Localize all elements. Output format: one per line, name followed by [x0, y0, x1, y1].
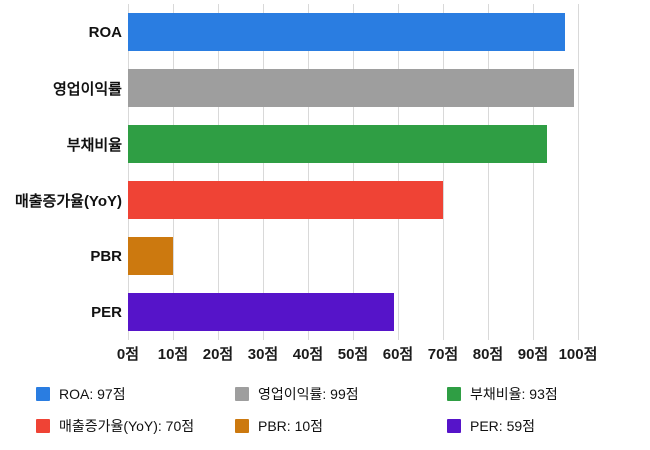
legend-label: 영업이익률: 99점: [258, 386, 359, 402]
category-label: ROA: [88, 23, 122, 41]
legend-item: PER: 59점: [447, 416, 558, 436]
bar: [128, 181, 443, 219]
bar-track: [128, 293, 578, 331]
bar-track: [128, 125, 578, 163]
x-tick-label: 80점: [472, 346, 504, 363]
bar-track: [128, 237, 578, 275]
x-tick-label: 30점: [247, 346, 279, 363]
legend-label: 매출증가율(YoY): 70점: [59, 418, 195, 434]
category-label: 영업이익률: [52, 80, 122, 98]
bar-row: 매출증가율(YoY): [0, 172, 578, 228]
legend-item: 부채비율: 93점: [447, 384, 558, 404]
category-label: 부채비율: [66, 136, 122, 154]
x-tick-label: 90점: [517, 346, 549, 363]
category-label: 매출증가율(YoY): [14, 192, 122, 210]
legend-item: 영업이익률: 99점: [235, 384, 447, 404]
x-tick-label: 60점: [382, 346, 414, 363]
x-tick-label: 40점: [292, 346, 324, 363]
bar-row: PBR: [0, 228, 578, 284]
bar-row: ROA: [0, 4, 578, 60]
x-tick-label: 0점: [116, 346, 140, 363]
x-tick-label: 10점: [157, 346, 189, 363]
x-axis: 0점 10점 20점 30점 40점 50점 60점 70점 80점 90점 100점: [117, 343, 597, 365]
x-tick-label: 20점: [202, 346, 234, 363]
legend-item: 매출증가율(YoY): 70점: [36, 416, 235, 436]
bar: [128, 293, 394, 331]
legend-color-swatch: [447, 419, 461, 433]
legend-item: PBR: 10점: [235, 416, 447, 436]
legend-label: PBR: 10점: [258, 418, 324, 434]
bar-row: PER: [0, 284, 578, 340]
legend-color-swatch: [36, 419, 50, 433]
legend-color-swatch: [36, 387, 50, 401]
bar: [128, 69, 574, 107]
bar: [128, 13, 565, 51]
legend-color-swatch: [235, 387, 249, 401]
bar: [128, 125, 547, 163]
category-label: PER: [91, 303, 122, 321]
bar-track: [128, 69, 578, 107]
legend-label: PER: 59점: [470, 418, 536, 434]
legend-label: 부채비율: 93점: [470, 386, 558, 402]
legend-item: ROA: 97점: [36, 384, 235, 404]
bar-row: 부채비율: [0, 116, 578, 172]
bar-row: 영업이익률: [0, 60, 578, 116]
x-tick-label: 70점: [427, 346, 459, 363]
bar-track: [128, 181, 578, 219]
gridline: [578, 4, 579, 340]
legend-color-swatch: [447, 387, 461, 401]
x-tick-label: 100점: [558, 346, 598, 363]
legend-label: ROA: 97점: [59, 386, 126, 402]
bar: [128, 237, 173, 275]
x-tick-label: 50점: [337, 346, 369, 363]
category-label: PBR: [90, 247, 122, 265]
bar-track: [128, 13, 578, 51]
legend-color-swatch: [235, 419, 249, 433]
